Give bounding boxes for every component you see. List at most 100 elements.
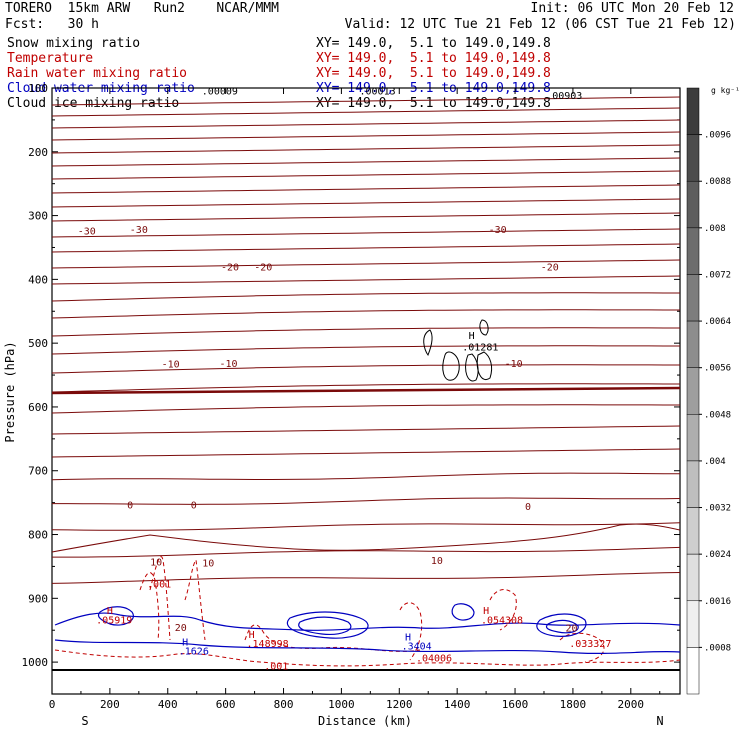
colorbar-cell <box>686 87 700 135</box>
isotherm-line <box>51 345 680 355</box>
extremum-label: .001 <box>147 580 171 591</box>
extremum-label: .00903 <box>546 91 582 102</box>
field-name-rain: Rain water mixing ratio <box>7 66 188 81</box>
isotherm-line <box>51 383 680 393</box>
field-xy-rain: XY= 149.0, 5.1 to 149.0,149.8 <box>316 66 551 81</box>
isotherm-line <box>52 546 681 558</box>
colorbar-cell <box>686 507 700 555</box>
ice-contour <box>476 351 493 380</box>
extremum-label: H <box>249 630 255 641</box>
x-end-right-label: N <box>656 714 663 728</box>
y-tick-label: 600 <box>28 401 48 414</box>
y-tick-label: 300 <box>28 210 48 223</box>
isotherm-line <box>51 157 681 167</box>
colorbar-label: .008 <box>704 224 726 234</box>
temperature-label: -30 <box>130 225 148 236</box>
temperature-label: 10 <box>150 557 162 568</box>
isotherm-line <box>51 119 681 129</box>
temperature-contours <box>51 96 681 584</box>
isotherm-line <box>52 497 681 505</box>
ice-contour <box>479 319 489 336</box>
temperature-label: -20 <box>541 263 559 274</box>
x-tick-label: 400 <box>158 698 178 711</box>
isotherm-line <box>51 212 681 222</box>
extremum-label: H <box>483 606 489 617</box>
extremum-label: H <box>405 633 411 644</box>
temperature-label: 20 <box>175 623 187 634</box>
header-valid-time: Valid: 12 UTC Tue 21 Feb 12 (06 CST Tue … <box>344 17 736 32</box>
zero-isotherm <box>51 386 681 395</box>
ice-contour <box>442 351 460 381</box>
colorbar-label: .0016 <box>704 597 731 607</box>
cloud-water-contour <box>97 606 134 626</box>
x-tick-label: 1400 <box>444 698 471 711</box>
temperature-label: -10 <box>505 359 523 370</box>
colorbar-label: .0056 <box>704 364 731 374</box>
extremum-label: .01281 <box>462 342 498 353</box>
cloud-ice-contours <box>423 319 493 382</box>
y-axis-label: Pressure (hPa) <box>3 341 17 442</box>
isotherm-line <box>51 259 681 269</box>
x-tick-label: 1200 <box>386 698 413 711</box>
x-tick-label: 200 <box>100 698 120 711</box>
y-tick-label: 400 <box>28 273 48 286</box>
temperature-label: -30 <box>78 226 96 237</box>
rain-contour <box>139 556 171 641</box>
x-end-left-label: S <box>81 714 88 728</box>
isotherm-line <box>51 198 681 208</box>
colorbar-label: .0048 <box>704 410 731 420</box>
colorbar-label: .0096 <box>704 131 731 141</box>
isotherm-line <box>51 243 681 253</box>
colorbar-cell <box>686 414 700 462</box>
y-tick-label: 900 <box>28 592 48 605</box>
isotherm-line <box>51 572 681 584</box>
isotherm-line <box>51 364 680 374</box>
y-tick-label: 500 <box>28 337 48 350</box>
header-title: TORERO 15km ARW Run2 NCAR/MMM <box>5 1 279 16</box>
header-forecast-hour: Fcst: 30 h <box>5 17 99 32</box>
cloud-water-contour <box>286 611 369 639</box>
colorbar-cell <box>686 600 700 648</box>
temperature-label: -20 <box>221 263 239 274</box>
x-tick-label: 1000 <box>328 698 355 711</box>
x-tick-label: 1600 <box>502 698 529 711</box>
isotherm-line <box>51 327 680 337</box>
temperature-label: 10 <box>202 559 214 570</box>
extremum-label: .1626 <box>179 647 209 658</box>
cloud-water-contour <box>536 613 587 637</box>
cloud-water-contour <box>54 639 681 655</box>
field-xy-snow: XY= 149.0, 5.1 to 149.0,149.8 <box>316 36 551 51</box>
extremum-label: .04006 <box>416 654 452 665</box>
isotherm-line <box>51 96 681 106</box>
plot-frame <box>51 87 681 695</box>
x-tick-label: 800 <box>274 698 294 711</box>
isotherm-line <box>51 275 681 285</box>
colorbar-label: .0064 <box>704 317 731 327</box>
extremum-label: .054308 <box>481 615 523 626</box>
field-name-snow: Snow mixing ratio <box>7 36 141 51</box>
field-xy-temperature: XY= 149.0, 5.1 to 149.0,149.8 <box>316 51 551 66</box>
isotherm-line <box>51 292 680 302</box>
x-axis-label: Distance (km) <box>318 714 412 728</box>
colorbar-cell <box>686 274 700 322</box>
temperature-label: 10 <box>431 556 443 567</box>
isotherm-line <box>51 144 681 154</box>
isotherm-line <box>51 228 681 238</box>
colorbar-cell <box>686 367 700 415</box>
y-tick-label: 700 <box>28 465 48 478</box>
cloud-water-contour <box>451 603 475 621</box>
extremum-label: .148998 <box>247 639 289 650</box>
temperature-label: -20 <box>254 263 272 274</box>
colorbar-label: .0032 <box>704 504 731 514</box>
colorbar-label: .004 <box>704 457 726 467</box>
y-tick-label: 100 <box>28 82 48 95</box>
temperature-label: 0 <box>191 501 197 512</box>
cloud-water-contour <box>298 616 352 635</box>
extremum-label: .3404 <box>402 642 432 653</box>
isotherm-line <box>51 472 681 481</box>
rain-contour <box>559 632 605 663</box>
extremum-label: .00009 <box>202 87 238 98</box>
extremum-label: H <box>107 606 113 617</box>
